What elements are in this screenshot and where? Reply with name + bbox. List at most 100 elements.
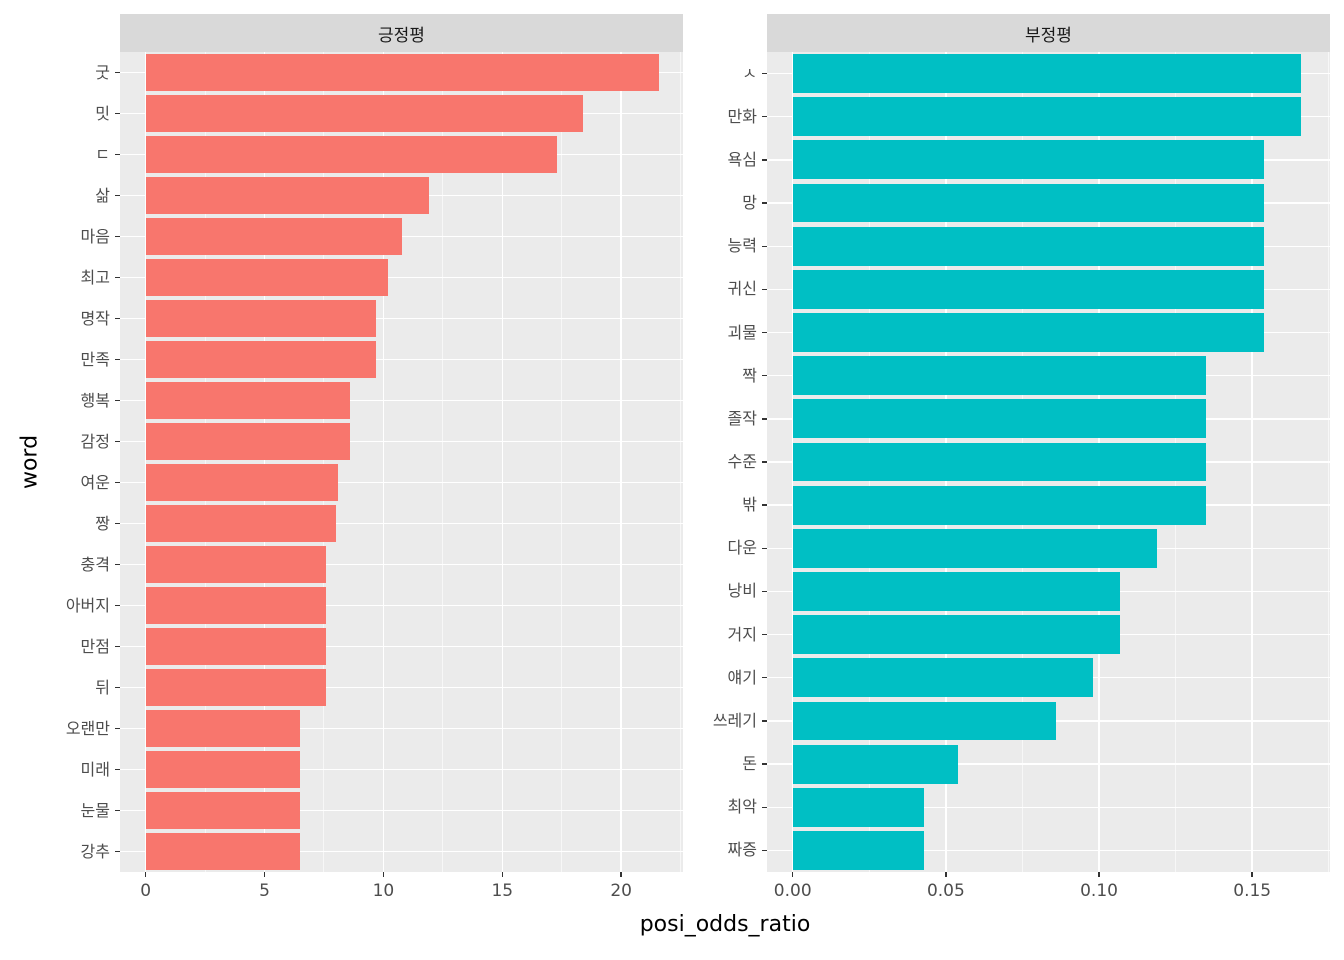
y-tick-label: 최악 <box>727 797 757 817</box>
y-tick-label: 밖 <box>742 495 757 515</box>
x-tick-label: 0.05 <box>926 881 965 901</box>
y-tick-label: 감정 <box>80 431 110 451</box>
y-tick-mark <box>115 71 120 74</box>
bar <box>145 669 327 706</box>
y-tick-label: 만점 <box>80 636 110 656</box>
bar <box>792 140 1265 180</box>
gridline-major-y <box>767 763 1330 765</box>
y-tick-mark <box>115 686 120 689</box>
y-tick-mark <box>762 72 767 75</box>
y-tick-label: 망 <box>742 193 757 213</box>
y-tick-mark <box>762 849 767 852</box>
y-tick-label: 충격 <box>80 554 110 574</box>
y-tick-mark <box>115 850 120 853</box>
gridline-minor <box>442 52 444 872</box>
y-tick-mark <box>762 806 767 808</box>
bar <box>145 587 327 624</box>
gridline-major-y <box>120 358 683 361</box>
x-tick-mark <box>1251 872 1253 877</box>
y-tick-mark <box>115 235 120 238</box>
facet-strip-label: 긍정평 <box>378 25 425 46</box>
y-tick-mark <box>115 194 120 197</box>
y-tick-mark <box>762 245 767 247</box>
y-tick-mark <box>762 374 767 377</box>
bar <box>145 177 429 214</box>
gridline-major-y <box>120 850 683 853</box>
gridline-major-y <box>120 686 683 689</box>
gridline-major-y <box>120 809 683 812</box>
y-tick-label: 귀신 <box>727 279 757 299</box>
y-tick-mark <box>115 358 120 361</box>
y-tick-label: 다운 <box>727 538 757 558</box>
bar <box>792 787 925 827</box>
bar <box>792 701 1057 741</box>
y-tick-label: 만족 <box>80 349 110 369</box>
bar <box>145 751 301 788</box>
y-tick-label: 쓰레기 <box>712 710 757 730</box>
gridline-major <box>620 52 622 872</box>
facet-panel <box>767 52 1330 872</box>
y-tick-mark <box>115 727 120 730</box>
y-tick-mark <box>115 399 120 402</box>
gridline-major-y <box>767 806 1330 808</box>
gridline-major <box>263 52 266 872</box>
y-tick-label: 수준 <box>727 452 757 471</box>
y-tick-mark <box>115 112 120 115</box>
x-tick-mark <box>945 872 947 877</box>
y-tick-label: 오랜만 <box>65 718 110 738</box>
bar <box>145 628 327 665</box>
gridline-major <box>144 52 147 872</box>
y-tick-mark <box>115 522 120 525</box>
y-tick-label: ㅅ <box>742 63 757 83</box>
bar <box>145 505 336 542</box>
y-tick-mark <box>762 633 767 636</box>
gridline-major-y <box>120 604 683 607</box>
y-tick-mark <box>762 677 767 679</box>
y-tick-mark <box>762 720 767 722</box>
y-tick-label: 거지 <box>727 624 757 644</box>
x-axis-title: posi_odds_ratio <box>639 912 811 937</box>
bar <box>145 382 351 419</box>
bar <box>792 615 1121 655</box>
x-tick-mark <box>792 872 794 877</box>
bar <box>792 831 925 870</box>
bar <box>792 528 1158 568</box>
y-tick-mark <box>762 547 767 549</box>
bar <box>792 269 1265 309</box>
y-tick-mark <box>115 563 120 566</box>
x-tick-mark <box>382 872 385 877</box>
y-tick-label: 굿 <box>95 62 110 82</box>
x-tick-label: 20 <box>610 881 632 901</box>
y-axis-title: word <box>17 434 43 490</box>
bar <box>792 744 959 784</box>
bar <box>145 546 327 583</box>
gridline-major-y <box>120 399 683 402</box>
x-tick-label: 10 <box>372 881 395 901</box>
gridline-major-y <box>120 440 683 443</box>
bar <box>792 54 1302 93</box>
bar <box>145 95 584 132</box>
facet-panel <box>120 52 683 872</box>
gridline-major-y <box>120 276 683 279</box>
y-tick-label: 최고 <box>80 267 110 287</box>
y-tick-mark <box>762 504 767 506</box>
bar <box>792 399 1207 439</box>
bar <box>145 792 301 829</box>
y-tick-mark <box>762 763 767 765</box>
bar <box>792 572 1121 611</box>
y-tick-mark <box>115 768 120 771</box>
y-tick-mark <box>115 645 120 648</box>
gridline-major-y <box>767 849 1330 852</box>
y-tick-mark <box>115 604 120 607</box>
bar <box>145 464 339 501</box>
y-tick-mark <box>115 153 120 156</box>
gridline-major-y <box>120 317 683 320</box>
bar <box>792 442 1207 482</box>
facet-strip: 부정평 <box>767 14 1330 52</box>
bar <box>792 97 1302 137</box>
y-tick-label: 얘기 <box>727 667 757 687</box>
gridline-minor <box>204 52 206 872</box>
y-tick-label: 삶 <box>95 185 110 205</box>
y-tick-mark <box>762 418 767 420</box>
x-tick-label: 15 <box>491 881 514 901</box>
